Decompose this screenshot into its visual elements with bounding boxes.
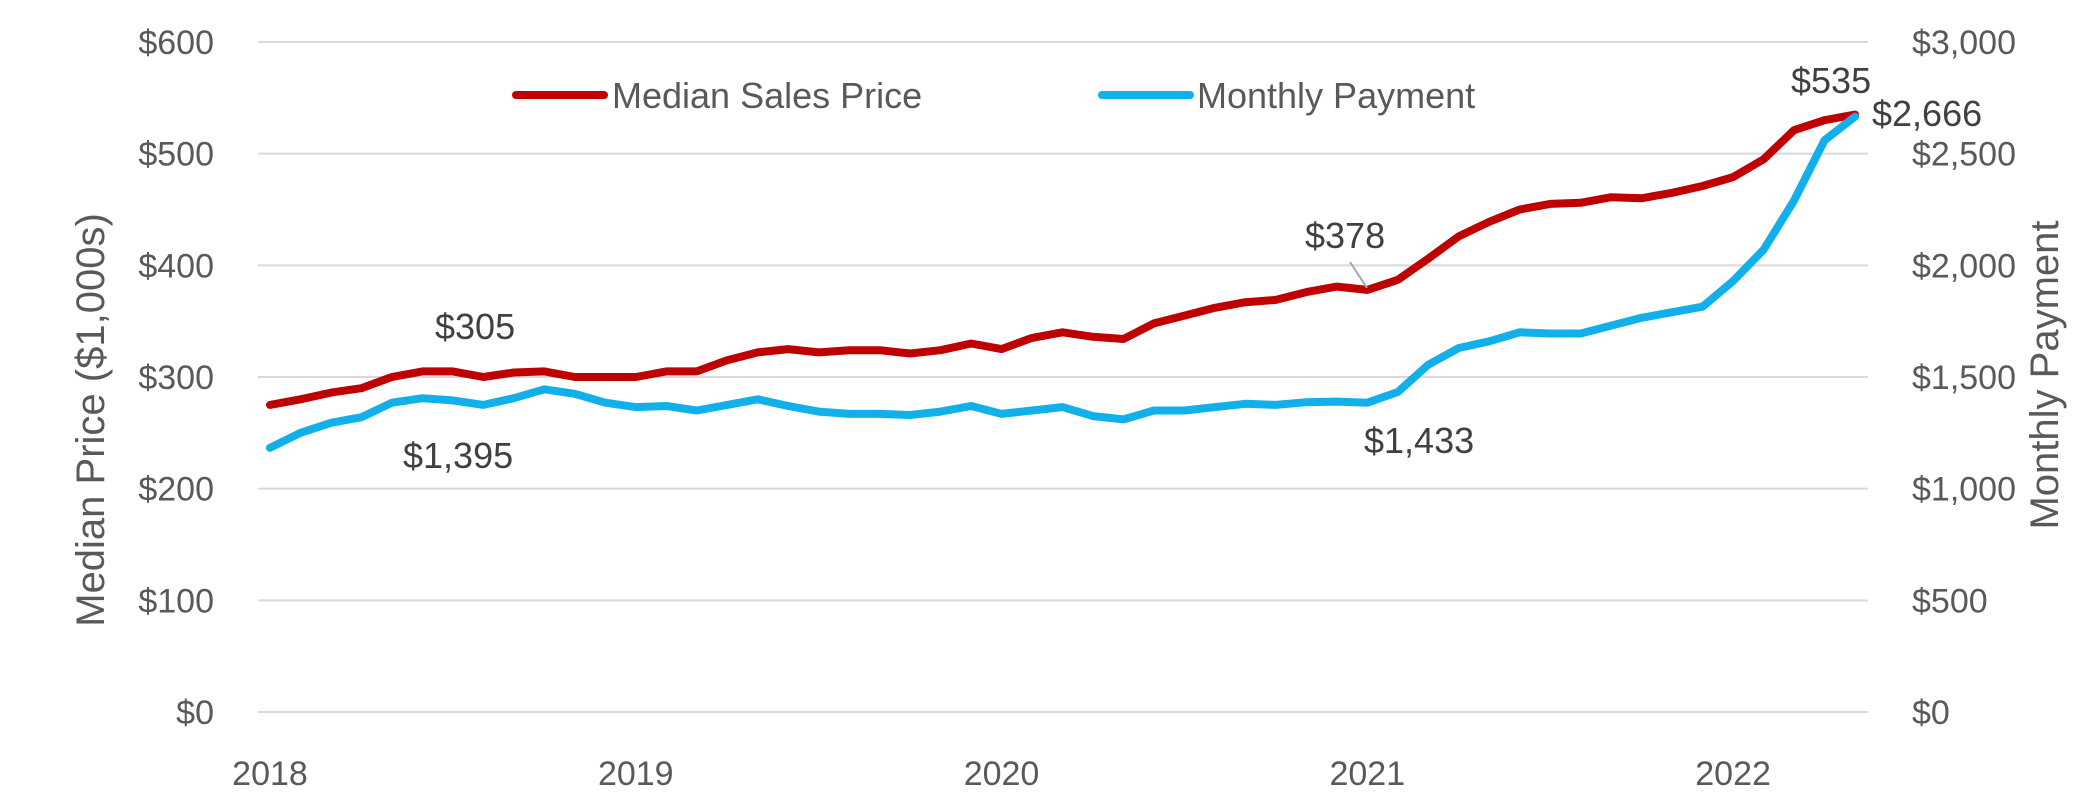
left-axis-ticks: $0 $100 $200 $300 $400 $500 $600 <box>138 24 214 732</box>
series-line-median-sales-price <box>266 110 1859 409</box>
right-tick-label: $2,500 <box>1912 136 2016 174</box>
left-tick-label: $500 <box>138 136 214 174</box>
right-tick-label: $2,000 <box>1912 247 2016 285</box>
series-line-monthly-payment <box>266 112 1859 452</box>
left-tick-label: $600 <box>138 24 214 62</box>
data-label-price-2022: $535 <box>1791 60 1871 101</box>
left-tick-label: $0 <box>176 694 214 732</box>
data-label-payment-2022: $2,666 <box>1872 93 1982 134</box>
x-tick-label: 2022 <box>1695 755 1771 793</box>
x-tick-label: 2018 <box>232 755 308 793</box>
leader-line <box>1349 261 1368 289</box>
x-tick-label: 2019 <box>598 755 674 793</box>
legend: Median Sales Price Monthly Payment <box>512 75 1475 116</box>
data-label-price-2018: $305 <box>435 306 515 347</box>
series-lines <box>266 110 1859 452</box>
left-tick-label: $300 <box>138 359 214 397</box>
right-axis-ticks: $0 $500 $1,000 $1,500 $2,000 $2,500 $3,000 <box>1912 24 2016 732</box>
data-label-payment-2018: $1,395 <box>403 435 513 476</box>
right-axis-title: Monthly Payment <box>2023 220 2067 529</box>
right-tick-label: $3,000 <box>1912 24 2016 62</box>
left-tick-label: $200 <box>138 471 214 509</box>
data-labels: $305 $1,395 $378 $1,433 $535 $2,666 <box>403 60 1982 476</box>
left-tick-label: $100 <box>138 582 214 620</box>
legend-label-monthly-payment: Monthly Payment <box>1197 75 1475 116</box>
x-tick-label: 2021 <box>1329 755 1405 793</box>
right-tick-label: $1,500 <box>1912 359 2016 397</box>
x-tick-label: 2020 <box>964 755 1040 793</box>
data-label-payment-2021: $1,433 <box>1364 420 1474 461</box>
gridlines <box>258 41 1868 713</box>
left-tick-label: $400 <box>138 247 214 285</box>
data-label-price-2021: $378 <box>1305 215 1385 256</box>
left-axis-title: Median Price ($1,000s) <box>69 213 113 627</box>
right-tick-label: $1,000 <box>1912 471 2016 509</box>
right-tick-label: $500 <box>1912 582 1988 620</box>
right-tick-label: $0 <box>1912 694 1950 732</box>
x-axis-ticks: 2018 2019 2020 2021 2022 <box>232 755 1771 793</box>
legend-label-median-sales-price: Median Sales Price <box>612 75 922 116</box>
